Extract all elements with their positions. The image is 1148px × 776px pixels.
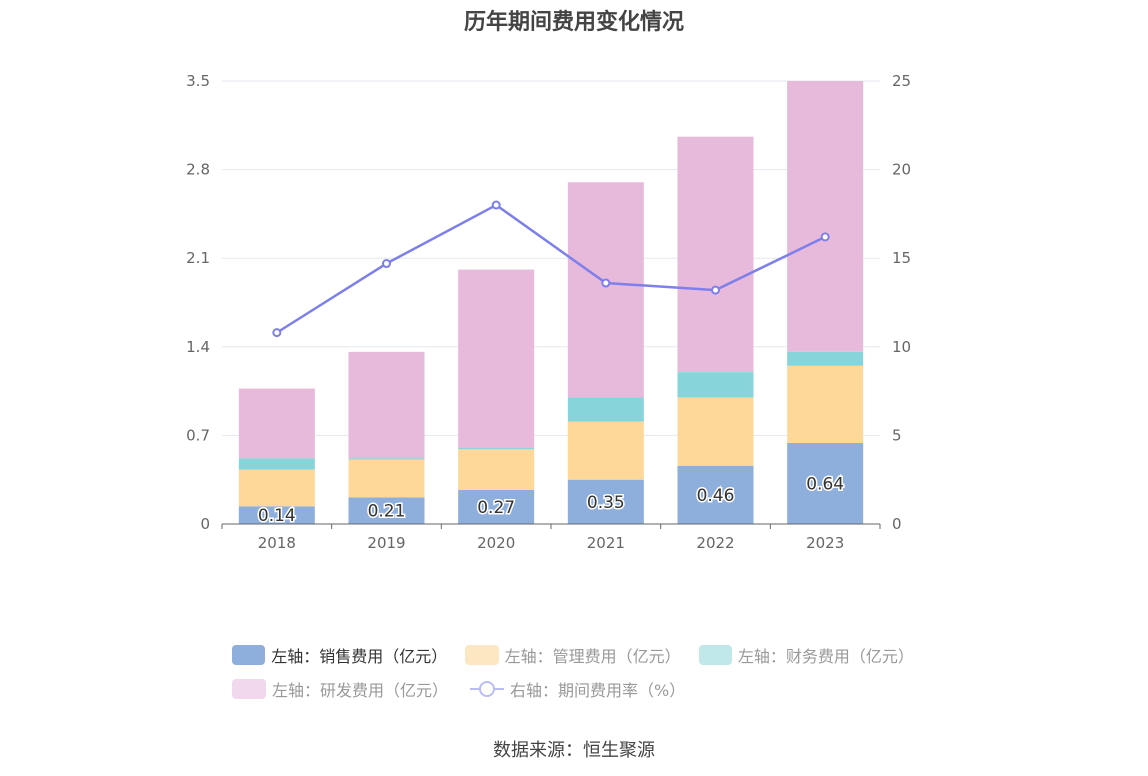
bar-segment-0 [567, 479, 644, 524]
legend-item-rnd[interactable]: 左轴：研发费用（亿元） [232, 677, 448, 701]
bar-data-label: 0.21 [368, 502, 406, 522]
bar-segment-3 [238, 388, 315, 459]
bar-segment-2 [677, 372, 754, 398]
expense-rate-line [276, 203, 826, 334]
y-left-tick-label: 1.4 [186, 338, 210, 356]
y-left-tick-label: 2.8 [186, 161, 210, 179]
expense-rate-point [820, 232, 830, 242]
y-right-tick-label: 25 [892, 72, 911, 90]
bar-segment-2 [348, 458, 425, 460]
bar-segment-0 [787, 442, 864, 524]
legend-label-sales: 左轴：销售费用（亿元） [271, 647, 448, 666]
bar-segment-2 [787, 351, 864, 366]
bar-data-label: 0.14 [258, 506, 296, 526]
bar-segment-2 [458, 448, 535, 450]
legend-item-sales[interactable]: 左轴：销售费用（亿元） [232, 643, 448, 667]
x-tick-label: 2018 [258, 534, 296, 552]
legend-label-expense-rate: 右轴：期间费用率（%） [510, 681, 686, 700]
legend-swatch-rnd [232, 679, 266, 699]
bar-segment-1 [238, 469, 315, 507]
expense-rate-point [601, 278, 611, 288]
bar-segment-3 [348, 351, 425, 459]
x-tick-label: 2022 [696, 534, 734, 552]
expense-rate-point [491, 200, 501, 210]
y-left-tick-label: 3.5 [186, 72, 210, 90]
bar-segment-1 [458, 449, 535, 490]
bar-segment-1 [787, 365, 864, 443]
y-left-tick-label: 2.1 [186, 249, 210, 267]
bar-segment-3 [458, 269, 535, 449]
data-source: 数据来源：恒生聚源 [493, 740, 655, 761]
chart-legend: 左轴：销售费用（亿元） 左轴：管理费用（亿元） 左轴：财务费用（亿元） 左轴：研… [232, 638, 932, 706]
bar-segment-0 [238, 506, 315, 524]
legend-item-admin[interactable]: 左轴：管理费用（亿元） [465, 643, 681, 667]
legend-item-finance[interactable]: 左轴：财务费用（亿元） [698, 643, 914, 667]
bar-data-label: 0.27 [477, 498, 515, 518]
x-tick-label: 2020 [477, 534, 515, 552]
bar-segment-1 [348, 459, 425, 498]
y-right-tick-label: 15 [892, 249, 911, 267]
legend-label-admin: 左轴：管理费用（亿元） [504, 647, 681, 666]
legend-label-finance: 左轴：财务费用（亿元） [737, 647, 914, 666]
bar-segment-2 [567, 397, 644, 422]
expense-rate-point [711, 285, 720, 295]
bar-segment-0 [348, 497, 425, 524]
y-left-tick-label: 0 [200, 515, 210, 533]
bar-segment-0 [677, 465, 754, 524]
y-right-tick-label: 5 [892, 426, 902, 444]
expense-rate-point [272, 328, 282, 338]
legend-swatch-finance [698, 645, 732, 665]
y-right-tick-label: 20 [892, 161, 911, 179]
bar-data-label: 0.64 [806, 474, 844, 494]
legend-item-expense-rate[interactable]: 右轴：期间费用率（%） [470, 677, 685, 701]
bar-segment-3 [787, 81, 864, 352]
x-tick-label: 2019 [367, 534, 405, 552]
bar-data-label: 0.35 [587, 493, 625, 513]
x-tick-label: 2023 [806, 534, 844, 552]
bar-segment-1 [567, 421, 644, 480]
x-tick-label: 2021 [587, 534, 625, 552]
bar-data-label: 0.46 [697, 486, 735, 506]
y-right-tick-label: 10 [892, 338, 911, 356]
bar-segment-3 [567, 182, 644, 398]
bar-segment-0 [458, 489, 535, 524]
expense-rate-point [382, 259, 391, 269]
legend-swatch-admin [465, 645, 499, 665]
y-left-tick-label: 0.7 [186, 426, 210, 444]
y-right-tick-label: 0 [892, 515, 902, 533]
legend-label-rnd: 左轴：研发费用（亿元） [272, 681, 449, 700]
chart-title: 历年期间费用变化情况 [463, 10, 684, 35]
bar-segment-1 [677, 397, 754, 466]
bar-segment-3 [677, 136, 754, 373]
legend-swatch-expense-rate [470, 679, 505, 699]
legend-swatch-sales [232, 645, 266, 665]
bar-segment-2 [238, 458, 315, 470]
